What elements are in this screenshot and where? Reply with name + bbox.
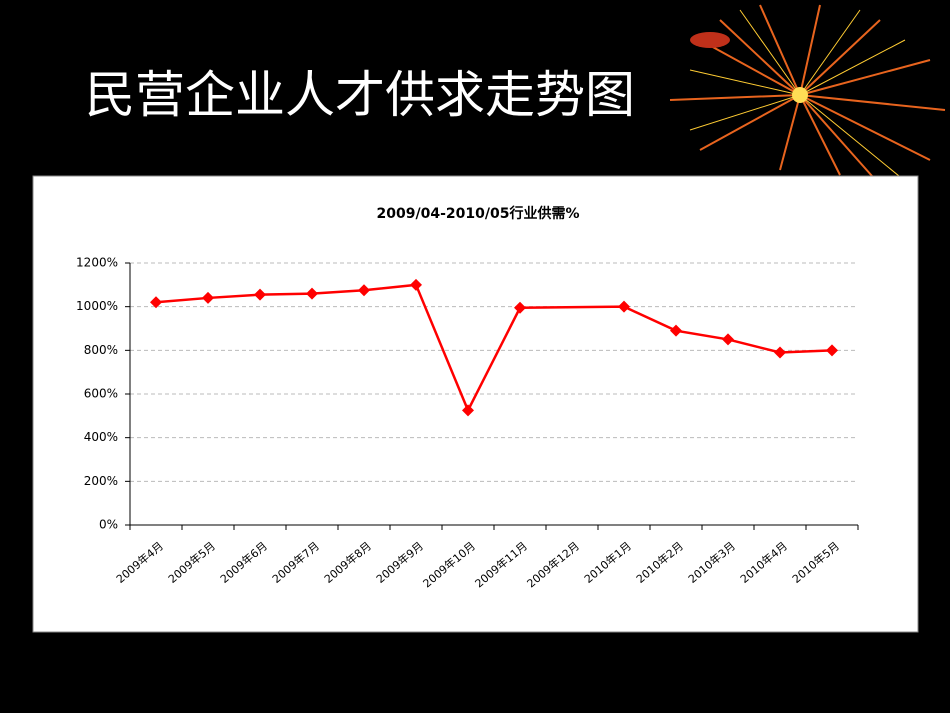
slide-title: 民营企业人才供求走势图 bbox=[85, 66, 635, 124]
y-tick-label: 800% bbox=[84, 343, 118, 357]
y-tick-label: 400% bbox=[84, 430, 118, 444]
spark-rays bbox=[669, 4, 946, 186]
y-tick-label: 200% bbox=[84, 474, 118, 488]
chart-frame bbox=[32, 175, 919, 633]
point-marker bbox=[722, 333, 734, 346]
spark-rays-light bbox=[689, 9, 911, 186]
chart-title: 2009/04-2010/05行业供需% bbox=[377, 205, 580, 222]
point-marker bbox=[358, 284, 370, 297]
point-marker bbox=[462, 404, 474, 417]
y-tick-label: 600% bbox=[84, 387, 118, 401]
point-marker bbox=[514, 301, 526, 314]
point-marker bbox=[774, 346, 786, 359]
point-marker bbox=[618, 300, 630, 313]
firework-decoration bbox=[669, 4, 946, 186]
point-marker bbox=[306, 287, 318, 300]
y-tick-label: 1000% bbox=[76, 299, 118, 313]
point-marker bbox=[254, 288, 266, 301]
spark-blob bbox=[690, 32, 730, 48]
point-marker bbox=[410, 278, 422, 291]
point-marker bbox=[826, 344, 838, 357]
y-tick-label: 0% bbox=[99, 518, 118, 532]
point-marker bbox=[150, 296, 162, 309]
point-marker bbox=[670, 324, 682, 337]
y-tick-label: 1200% bbox=[76, 256, 118, 270]
point-marker bbox=[202, 291, 214, 304]
spark-center bbox=[792, 87, 808, 103]
